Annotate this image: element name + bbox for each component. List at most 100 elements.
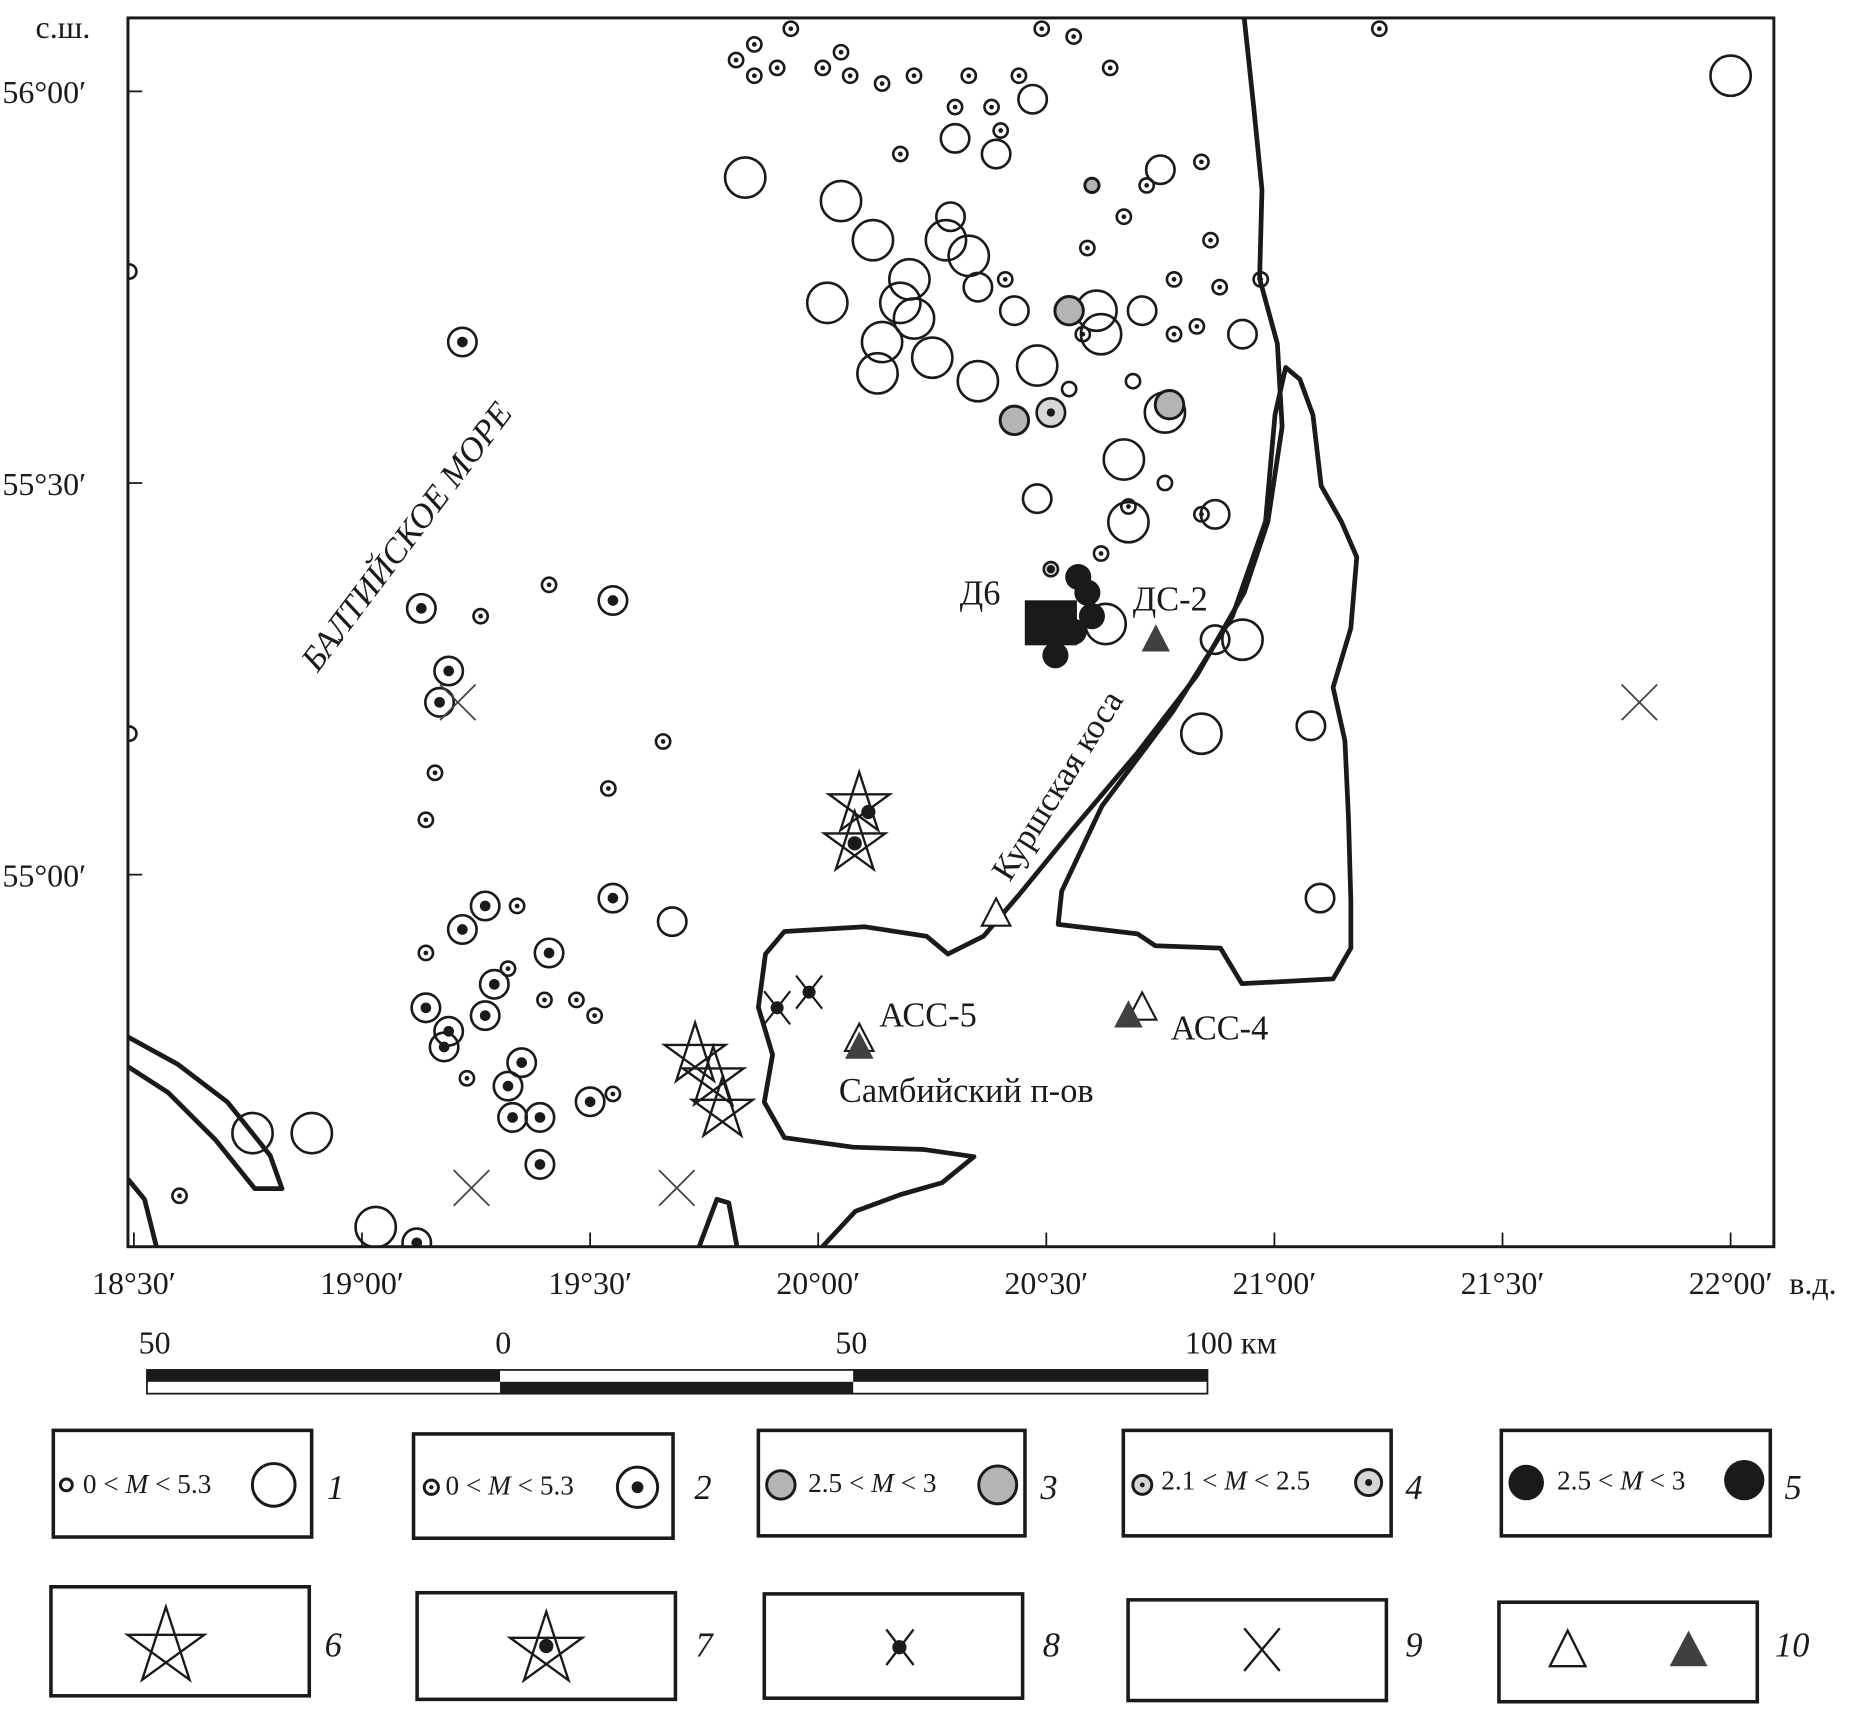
event-open-circle [1295,710,1327,742]
lon-tick-label: 19°30′ [548,1265,632,1301]
event-open-circle [860,320,904,364]
event-dot-circle [960,67,978,85]
event-dot-circle [745,67,763,85]
svg-text:2.5 < M < 3: 2.5 < M < 3 [808,1468,936,1498]
lat-tick-label: 55°30′ [2,466,86,502]
event-dot-circle [1165,325,1183,343]
event-open-circle [1060,380,1078,398]
lon-unit-label: в.д. [1789,1265,1836,1301]
event-cross [453,1169,490,1207]
lat-ticks: 56°00′ 55°30′ 55°00′ [2,74,143,893]
event-dot-circle [533,937,565,969]
lon-ticks: 18°30′ 19°00′ 19°30′ 20°00′ 20°30′ 21°00′ 21°3… [92,1232,1773,1301]
event-dot-circle [574,1086,606,1118]
lat-tick-label: 55°00′ [2,857,86,893]
event-dot-circle [1078,239,1096,257]
event-open-circle [1021,483,1053,515]
event-dot-circle [446,326,478,358]
scale-label-0: 0 [495,1324,511,1360]
event-open-circle [805,281,849,325]
peninsula-label: Самбийский п-ов [839,1072,1094,1110]
lon-tick-label: 19°00′ [320,1265,404,1301]
event-dot-circle [524,1101,556,1133]
svg-text:1: 1 [327,1469,344,1507]
legend-item-7: 7 [415,1590,715,1702]
legend-item-8: 8 [762,1592,1060,1700]
event-dot-circle [586,1007,604,1025]
station-open-triangle-icon [980,896,1013,927]
event-dot-circle [1065,28,1083,45]
event-open-circle [1199,624,1231,656]
acc4-label: АСС-4 [1171,1009,1269,1047]
svg-text:0 < M < 5.3: 0 < M < 5.3 [446,1470,574,1500]
event-dot-circle [410,992,442,1024]
event-open-circle [878,281,922,325]
event-gray-circle [998,404,1031,437]
event-open-circle [231,1111,274,1155]
event-dot-circle [1074,325,1092,343]
legend-item-3: 2.5 < M < 3 3 [756,1428,1058,1538]
event-open-circle [1304,882,1336,914]
scale-bar: 50 0 50 100 км [139,1324,1277,1395]
svg-text:7: 7 [696,1627,715,1665]
coastline-sambia-south [696,1196,740,1247]
event-open-circle [723,156,767,199]
event-dot-circle [1138,176,1156,194]
svg-text:2.5 < M < 3: 2.5 < M < 3 [1557,1466,1685,1496]
svg-text:10: 10 [1775,1627,1809,1665]
event-dot-circle [428,1031,460,1063]
event-dot-circle [171,1187,188,1205]
scale-label-100: 100 км [1185,1324,1277,1360]
lon-tick-label: 18°30′ [92,1265,176,1301]
event-dot-circle [905,67,923,85]
event-dot-circle [469,1000,501,1032]
svg-text:6: 6 [325,1627,343,1665]
event-dot-circle [524,1148,556,1180]
lat-tick-label: 56°00′ [2,74,86,110]
event-dot-circle [992,122,1010,139]
event-open-circle [956,359,1000,403]
event-open-circle [1017,83,1049,115]
lon-tick-label: 22°00′ [1689,1265,1773,1301]
scale-label-50: 50 [835,1324,867,1360]
event-star [825,768,894,834]
event-dot-circle [654,733,672,750]
event-open-circle [1156,474,1174,492]
event-cross [1620,683,1658,721]
event-dot-circle [604,1085,622,1103]
event-dot-circle [832,43,850,61]
coastline-curonian-lagoon [1055,365,1360,987]
event-dot-circle [891,145,909,163]
svg-text:2: 2 [694,1469,711,1507]
lon-tick-label: 21°30′ [1461,1265,1545,1301]
event-gray-dot-circle [1042,560,1060,578]
event-dot-circle [1202,231,1219,249]
event-dot-circle [458,1069,476,1087]
event-gray-circle [1153,388,1186,421]
event-star-dot [847,836,862,851]
event-open-circle [924,218,968,262]
coastline-gdansk [127,1177,159,1247]
lon-tick-label: 20°00′ [776,1265,860,1301]
event-dot-circle [1193,505,1210,523]
event-dot-circle [433,655,465,687]
event-dot-circle [1033,20,1051,38]
event-dot-circle [1252,270,1270,288]
lon-tick-label: 20°30′ [1004,1265,1088,1301]
event-dot-circle [727,51,745,69]
event-open-circle [1106,500,1150,544]
event-dot-circle [983,98,1000,116]
legend-item-6: 6 [49,1585,343,1698]
event-open-circle [939,122,971,154]
event-dot-circle [1101,59,1119,77]
event-gray-dot-circle [1035,397,1067,429]
event-open-circle [290,1111,334,1155]
event-dot-circle [1165,270,1183,288]
event-dot-circle [814,59,832,77]
event-dot-circle [540,576,558,594]
event-dot-circle [405,592,437,624]
event-dot-circle [401,1227,433,1247]
event-star-dot [861,804,876,820]
event-open-circle [1709,54,1753,98]
map-frame [126,16,1776,1249]
